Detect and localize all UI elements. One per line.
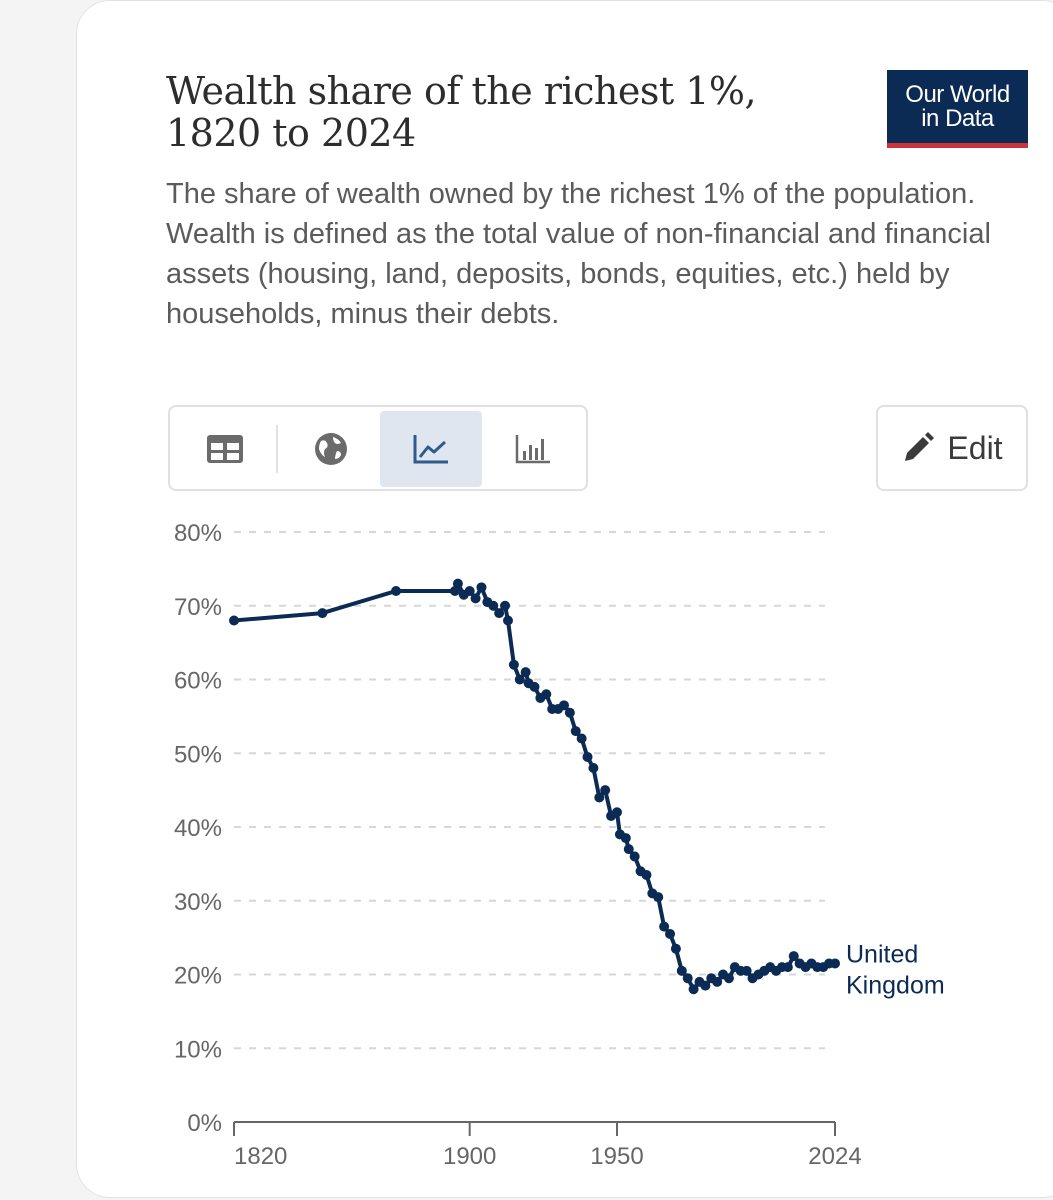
x-tick-label: 1900	[443, 1143, 496, 1170]
data-point	[391, 586, 402, 596]
data-point	[494, 608, 505, 619]
series-line	[233, 581, 835, 992]
series-label: United	[846, 940, 918, 968]
data-point	[464, 586, 475, 596]
data-point	[582, 751, 593, 762]
chart-subtitle: The share of wealth owned by the richest…	[166, 178, 991, 330]
data-point	[564, 707, 575, 718]
data-point	[782, 962, 793, 973]
data-point	[520, 667, 531, 678]
x-tick-label: 2024	[808, 1143, 861, 1170]
data-point	[641, 869, 652, 880]
globe-icon	[315, 433, 347, 465]
data-point	[611, 807, 622, 818]
data-point	[670, 943, 681, 954]
series-label: Kingdom	[846, 971, 945, 999]
y-tick-label: 30%	[174, 889, 222, 916]
x-tick-label: 1950	[590, 1143, 643, 1170]
data-point	[600, 785, 611, 796]
x-tick-label: 1820	[234, 1143, 287, 1170]
tab-table[interactable]	[174, 411, 276, 487]
chart-title: Wealth share of the richest 1%, 1820 to …	[166, 69, 757, 155]
data-point	[514, 674, 525, 685]
view-tabs	[168, 405, 588, 491]
data-point	[788, 951, 799, 962]
data-point	[830, 958, 840, 969]
data-point	[723, 973, 734, 984]
data-point	[502, 615, 513, 626]
data-point	[488, 600, 499, 611]
data-point	[558, 700, 569, 711]
line-chart-icon	[413, 435, 448, 464]
data-point	[529, 681, 540, 692]
y-tick-label: 40%	[174, 815, 222, 842]
data-point	[665, 928, 676, 939]
data-point	[317, 608, 328, 619]
data-point	[700, 980, 711, 991]
tab-map[interactable]	[280, 411, 382, 487]
table-icon	[207, 435, 243, 463]
data-point	[452, 578, 463, 589]
y-tick-label: 80%	[174, 520, 222, 547]
data-point	[229, 615, 239, 626]
data-point	[682, 973, 693, 984]
data-point	[500, 600, 511, 611]
y-tick-label: 10%	[174, 1036, 222, 1063]
data-point	[470, 593, 481, 604]
pencil-icon	[905, 432, 935, 461]
x-axis: 1820 1900 1950 2024	[233, 1121, 862, 1170]
tab-separator	[276, 425, 278, 473]
y-tick-label: 60%	[174, 668, 222, 695]
chart-card	[76, 0, 1053, 1198]
y-tick-label: 20%	[174, 963, 222, 990]
logo-line-1: Our World	[905, 80, 1010, 108]
owid-logo[interactable]: Our World in Data	[887, 70, 1028, 148]
bar-chart-icon	[515, 435, 550, 464]
data-point	[594, 792, 605, 803]
logo-line-2: in Data	[921, 104, 994, 132]
y-tick-label: 70%	[174, 594, 222, 621]
tab-bar-chart[interactable]	[482, 411, 584, 487]
y-axis: 0% 10% 20% 30% 40% 50% 60% 70% 80%	[174, 520, 222, 1137]
edit-button-label: Edit	[947, 429, 1003, 466]
data-point	[588, 763, 599, 773]
data-point	[629, 851, 640, 862]
data-point	[620, 833, 631, 844]
y-tick-label: 50%	[174, 741, 222, 768]
data-point	[659, 921, 670, 932]
data-point	[676, 965, 687, 976]
line-chart: 0% 10% 20% 30% 40% 50% 60% 70% 80% 1820 1900 1950 2…	[174, 520, 945, 1170]
data-point	[688, 984, 699, 995]
data-point	[508, 659, 519, 670]
data-point	[541, 689, 552, 700]
data-point	[576, 733, 587, 744]
y-tick-label: 0%	[187, 1110, 222, 1137]
data-point	[476, 582, 487, 593]
data-point	[623, 844, 634, 855]
data-point	[653, 892, 664, 903]
data-point	[712, 976, 723, 987]
tab-line-chart[interactable]	[380, 411, 482, 487]
edit-button[interactable]: Edit	[876, 405, 1028, 491]
series-united-kingdom: United Kingdom	[229, 578, 945, 999]
data-point	[741, 965, 752, 976]
data-point	[570, 726, 581, 737]
